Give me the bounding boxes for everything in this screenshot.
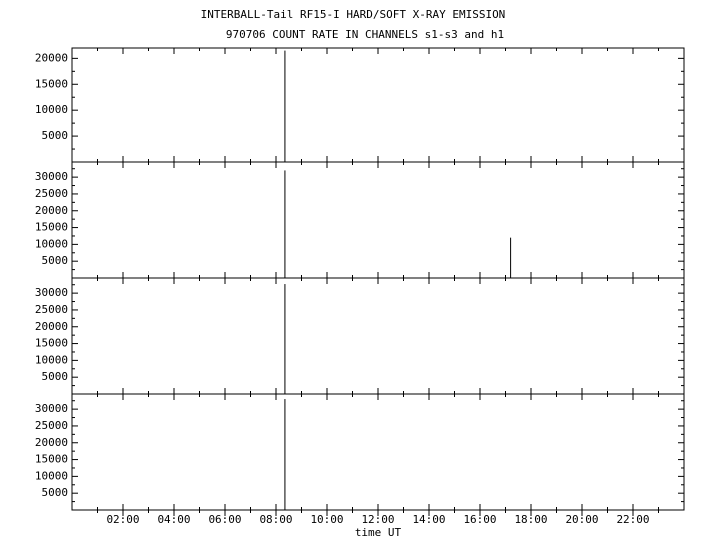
y-tick-label: 25000	[35, 187, 68, 200]
y-tick-label: 30000	[35, 402, 68, 415]
y-tick-label: 20000	[35, 204, 68, 217]
x-tick-label: 10:00	[310, 513, 343, 526]
y-tick-label: 25000	[35, 419, 68, 432]
x-tick-label: 22:00	[616, 513, 649, 526]
y-tick-label: 15000	[35, 453, 68, 466]
y-tick-label: 10000	[35, 237, 68, 250]
x-tick-label: 08:00	[259, 513, 292, 526]
y-tick-label: 10000	[35, 353, 68, 366]
y-tick-label: 5000	[42, 370, 69, 383]
x-tick-label: 06:00	[208, 513, 241, 526]
x-tick-label: 18:00	[514, 513, 547, 526]
chart-title: INTERBALL-Tail RF15-I HARD/SOFT X-RAY EM…	[201, 8, 506, 21]
x-tick-label: 14:00	[412, 513, 445, 526]
y-tick-label: 20000	[35, 320, 68, 333]
x-tick-label: 20:00	[565, 513, 598, 526]
y-tick-label: 15000	[35, 221, 68, 234]
y-tick-label: 15000	[35, 337, 68, 350]
y-tick-label: 5000	[42, 129, 69, 142]
y-tick-label: 30000	[35, 170, 68, 183]
x-tick-label: 04:00	[157, 513, 190, 526]
y-tick-label: 15000	[35, 77, 68, 90]
y-tick-label: 20000	[35, 51, 68, 64]
y-tick-label: 10000	[35, 103, 68, 116]
y-tick-label: 5000	[42, 254, 69, 267]
y-tick-label: 10000	[35, 469, 68, 482]
y-tick-label: 25000	[35, 303, 68, 316]
y-tick-label: 5000	[42, 486, 69, 499]
y-tick-label: 20000	[35, 436, 68, 449]
x-tick-label: 16:00	[463, 513, 496, 526]
x-tick-label: 12:00	[361, 513, 394, 526]
y-tick-label: 30000	[35, 286, 68, 299]
x-axis-label: time UT	[355, 526, 402, 539]
chart-subtitle: 970706 COUNT RATE IN CHANNELS s1-s3 and …	[226, 28, 504, 41]
x-tick-label: 02:00	[106, 513, 139, 526]
